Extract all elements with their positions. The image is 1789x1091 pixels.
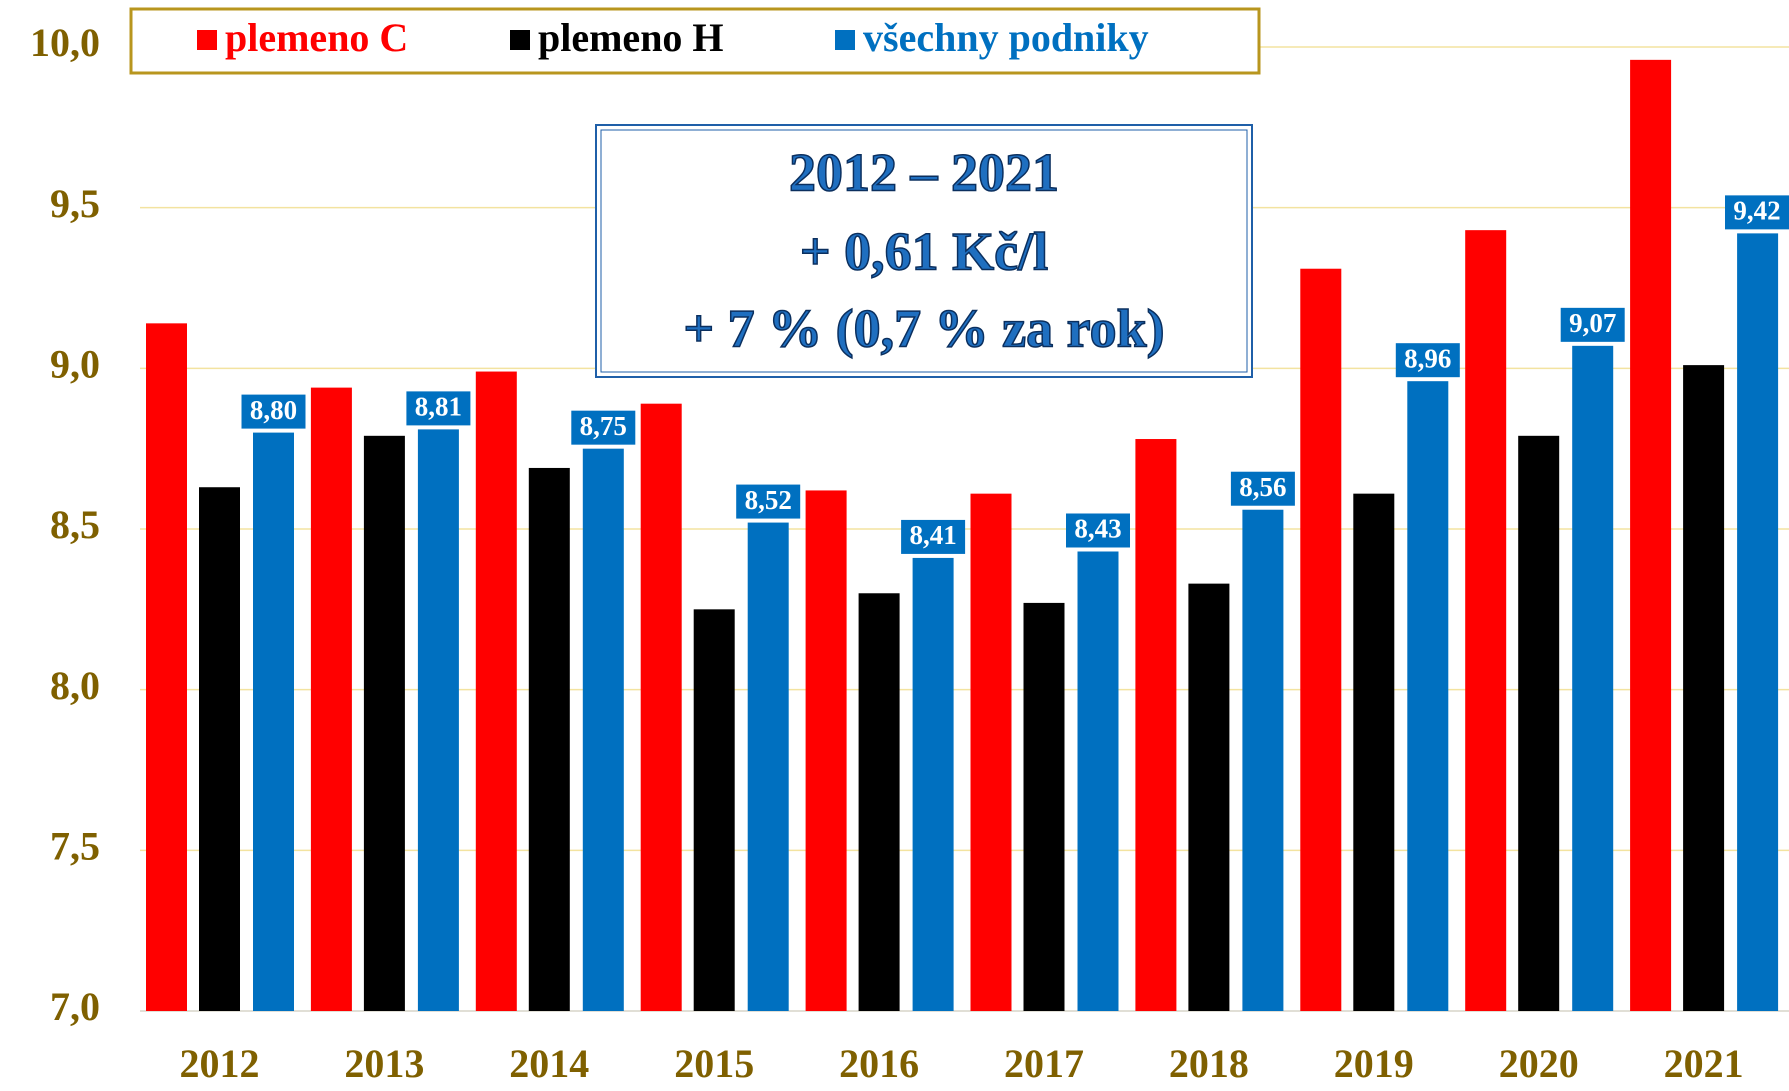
x-tick-label: 2012	[180, 1041, 260, 1086]
legend-box	[129, 7, 1261, 75]
bar	[582, 448, 624, 1012]
value-label-box	[1560, 307, 1625, 342]
value-label: 8,80	[250, 395, 297, 425]
value-label: 8,52	[745, 485, 792, 515]
bar	[693, 609, 735, 1011]
bar	[1630, 59, 1672, 1011]
y-tick-label: 8,0	[50, 663, 100, 708]
bar	[363, 435, 405, 1011]
bar	[1242, 509, 1284, 1011]
y-tick-label: 10,0	[30, 20, 100, 65]
x-tick-label: 2017	[1004, 1041, 1084, 1086]
bar	[253, 432, 294, 1012]
bar	[970, 493, 1012, 1011]
bar	[1135, 439, 1177, 1011]
x-tick-label: 2020	[1499, 1041, 1579, 1086]
bar	[1300, 268, 1342, 1012]
x-tick-label: 2013	[344, 1041, 424, 1086]
value-label-box	[241, 394, 306, 429]
legend-label: plemeno C	[225, 15, 408, 60]
bar	[1077, 551, 1119, 1011]
bar	[805, 490, 847, 1011]
value-label-box	[901, 519, 966, 554]
y-tick-label: 8,5	[50, 502, 100, 547]
bar	[1407, 381, 1449, 1012]
value-label: 8,56	[1239, 472, 1286, 502]
value-label: 8,81	[415, 392, 462, 422]
legend-label: plemeno H	[538, 15, 724, 60]
x-tick-label: 2014	[509, 1041, 589, 1086]
annotation-box-inner	[600, 129, 1248, 373]
annotation-text: 2012 – 2021	[789, 142, 1059, 202]
x-tick-label: 2019	[1334, 1041, 1414, 1086]
annotation-text: + 0,61 Kč/l	[800, 221, 1048, 281]
value-label-box	[1230, 471, 1295, 506]
bar	[1023, 602, 1065, 1011]
annotation-text: + 7 % (0,7 % za rok)	[683, 298, 1164, 358]
value-label-box	[406, 391, 471, 426]
value-label: 9,42	[1733, 196, 1780, 226]
bar	[1572, 345, 1614, 1012]
bar	[199, 487, 240, 1011]
value-label: 8,75	[580, 411, 627, 441]
bar	[310, 387, 352, 1011]
bar	[475, 371, 517, 1012]
y-tick-label: 7,0	[50, 984, 100, 1029]
bar	[146, 323, 187, 1011]
bar	[1465, 230, 1507, 1011]
bar	[528, 467, 570, 1011]
bar	[1518, 435, 1560, 1011]
value-label-box	[1066, 513, 1130, 548]
value-label-box	[571, 410, 636, 445]
legend-label: všechny podniky	[863, 15, 1149, 60]
bar	[417, 429, 459, 1011]
y-tick-label: 9,0	[50, 342, 100, 387]
annotation-box	[595, 124, 1253, 378]
x-tick-label: 2016	[839, 1041, 919, 1086]
value-label: 8,96	[1404, 343, 1451, 373]
value-label-box	[1725, 195, 1789, 230]
legend-swatch	[197, 30, 217, 50]
value-label: 8,41	[909, 520, 956, 550]
bar	[1683, 365, 1725, 1011]
value-label-box	[736, 484, 801, 519]
value-label-box	[1395, 343, 1460, 378]
bar	[1188, 583, 1230, 1011]
bar	[912, 557, 954, 1011]
bar	[1737, 233, 1779, 1011]
bar	[858, 593, 900, 1011]
legend-swatch	[510, 30, 530, 50]
bar	[1353, 493, 1395, 1011]
bar	[747, 522, 789, 1011]
value-label: 8,43	[1074, 514, 1121, 544]
y-tick-label: 9,5	[50, 181, 100, 226]
x-tick-label: 2018	[1169, 1041, 1249, 1086]
value-label: 9,07	[1569, 308, 1616, 338]
y-tick-label: 7,5	[50, 824, 100, 869]
bar	[640, 403, 682, 1011]
x-tick-label: 2015	[674, 1041, 754, 1086]
legend-swatch	[835, 30, 855, 50]
x-tick-label: 2021	[1664, 1041, 1744, 1086]
